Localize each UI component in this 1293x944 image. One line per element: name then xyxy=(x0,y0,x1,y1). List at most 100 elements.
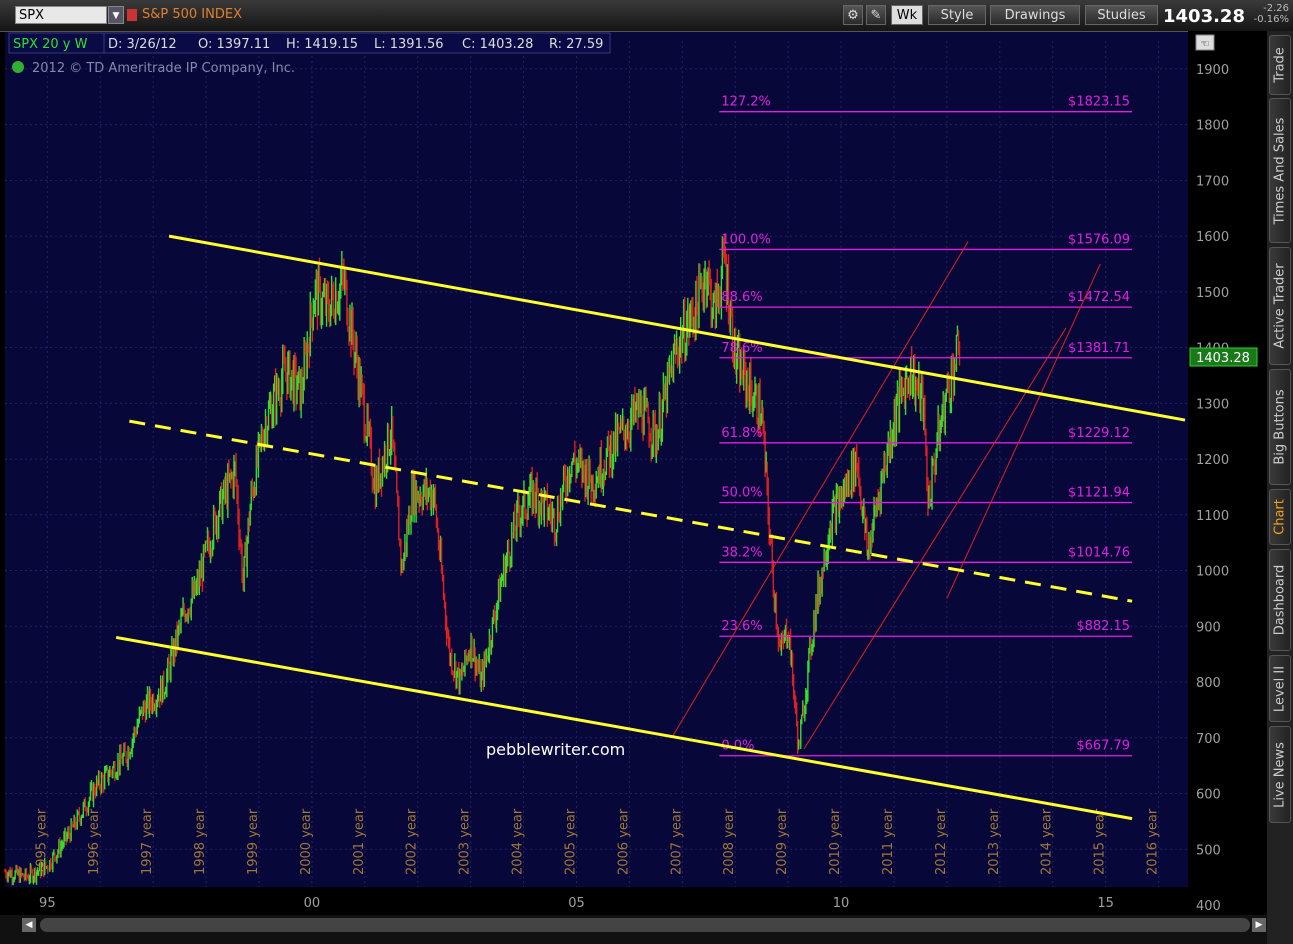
scroll-right-icon[interactable]: ▶ xyxy=(1252,918,1266,932)
sidebar-tab-times-and-sales[interactable]: Times And Sales xyxy=(1269,98,1291,243)
sidebar-tab-label: Trade xyxy=(1272,47,1288,83)
year-label: 2006 year xyxy=(616,808,631,875)
year-label: 2002 year xyxy=(405,808,420,875)
year-label: 2012 year xyxy=(934,808,949,875)
fib-value: $1472.54 xyxy=(1068,290,1130,305)
close-value: C: 1403.28 xyxy=(462,37,533,52)
red-channel-line xyxy=(803,327,1067,750)
price-tick: 600 xyxy=(1196,788,1221,803)
drawings-label: Drawings xyxy=(1004,8,1066,23)
year-label: 2009 year xyxy=(775,808,790,875)
timeframe-button[interactable]: Wk xyxy=(891,5,923,25)
range-value: R: 27.59 xyxy=(549,37,603,52)
price-tick: 1900 xyxy=(1196,63,1229,78)
time-axis: 95 00 05 10 15 xyxy=(0,887,1188,915)
year-label: 2011 year xyxy=(881,808,896,875)
sidebar-tab-label: Level II xyxy=(1272,665,1288,712)
channel-line xyxy=(129,419,1133,603)
sidebar-tab-label: Dashboard xyxy=(1272,564,1288,636)
time-tick: 00 xyxy=(304,896,321,911)
chart-area[interactable] xyxy=(5,31,1190,915)
chart-title: SPX 20 y W xyxy=(13,37,88,52)
year-label: 2016 year xyxy=(1146,808,1161,875)
studies-label: Studies xyxy=(1097,8,1146,23)
fib-value: $1381.71 xyxy=(1068,341,1130,356)
fib-percent: 100.0% xyxy=(721,232,771,247)
fib-value: $1121.94 xyxy=(1068,486,1130,501)
price-tick: 1200 xyxy=(1196,453,1229,468)
info-icon[interactable] xyxy=(12,61,24,73)
pointer-icon: ☜ xyxy=(1201,39,1210,50)
last-price-label: 1403.28 xyxy=(1196,351,1250,366)
price-tick: 1600 xyxy=(1196,230,1229,245)
fib-value: $1576.09 xyxy=(1068,232,1130,247)
open-value: O: 1397.11 xyxy=(198,37,270,52)
style-label: Style xyxy=(940,8,974,23)
copyright: 2012 © TD Ameritrade IP Company, Inc. xyxy=(32,61,295,76)
symbol-dropdown-icon[interactable]: ▼ xyxy=(108,6,124,24)
last-price: 1403.28 xyxy=(1163,6,1245,27)
zoom-control[interactable]: ☜ xyxy=(1195,34,1215,51)
fib-percent: 88.6% xyxy=(721,290,762,305)
trend-lines xyxy=(115,234,1186,821)
sidebar-tab-label: Live News xyxy=(1272,741,1288,808)
year-label: 2010 year xyxy=(828,808,843,875)
price-tick: 1700 xyxy=(1196,174,1229,189)
price-tick: 800 xyxy=(1196,676,1221,691)
header-legend: SPX 20 y W D: 3/26/12 O: 1397.11 H: 1419… xyxy=(8,32,611,76)
red-channel-line xyxy=(946,263,1101,599)
price-tick: 900 xyxy=(1196,620,1221,635)
sidebar-tab-level-ii[interactable]: Level II xyxy=(1269,655,1291,722)
year-label: 2005 year xyxy=(563,808,578,875)
date-value: D: 3/26/12 xyxy=(108,37,177,52)
price-axis-bg xyxy=(1188,31,1267,915)
sidebar-tab-chart[interactable]: Chart xyxy=(1269,489,1291,545)
wrench-icon[interactable]: ✎ xyxy=(866,5,886,25)
sidebar-tab-trade[interactable]: Trade xyxy=(1269,35,1291,95)
channel-line xyxy=(115,635,1133,821)
channel-line xyxy=(168,234,1186,422)
time-tick: 10 xyxy=(833,896,850,911)
fib-value: $667.79 xyxy=(1076,739,1130,754)
red-channel-line xyxy=(671,241,969,739)
year-label: 1995 year xyxy=(34,808,49,875)
fib-percent: 38.2% xyxy=(721,545,762,560)
flag-icon xyxy=(127,9,137,21)
year-label: 1996 year xyxy=(87,808,102,875)
sidebar-tab-label: Chart xyxy=(1272,499,1288,535)
symbol-input[interactable]: SPX xyxy=(15,6,107,24)
fib-percent: 50.0% xyxy=(721,486,762,501)
fibonacci-levels: 127.2% $1823.15 100.0% $1576.09 88.6% $1472.5… xyxy=(719,95,1133,757)
sidebar-tab-active-trader[interactable]: Active Trader xyxy=(1269,247,1291,365)
scroll-left-icon[interactable]: ◀ xyxy=(22,918,36,932)
price-tick: 500 xyxy=(1196,843,1221,858)
year-label: 2003 year xyxy=(458,808,473,875)
year-label: 2007 year xyxy=(669,808,684,875)
year-label: 1999 year xyxy=(246,808,261,875)
price-change: -2.26 -0.16% xyxy=(1245,3,1289,25)
sidebar-tab-live-news[interactable]: Live News xyxy=(1269,726,1291,823)
time-tick: 95 xyxy=(39,896,56,911)
time-tick: 05 xyxy=(568,896,585,911)
drawings-button[interactable]: Drawings xyxy=(990,5,1080,25)
year-label: 2000 year xyxy=(299,808,314,875)
symbol-name: S&P 500 INDEX xyxy=(142,7,242,22)
sidebar-tab-label: Active Trader xyxy=(1272,263,1288,349)
sidebar-tab-big-buttons[interactable]: Big Buttons xyxy=(1269,369,1291,485)
year-label: 2015 year xyxy=(1093,808,1108,875)
sidebar-tab-label: Times And Sales xyxy=(1272,117,1288,224)
studies-button[interactable]: Studies xyxy=(1085,5,1158,25)
sidebar-tab-dashboard[interactable]: Dashboard xyxy=(1269,549,1291,651)
style-button[interactable]: Style xyxy=(928,5,986,25)
change-value: -2.26 xyxy=(1263,3,1289,14)
toolbar: SPX ▼ S&P 500 INDEX ⚙ ✎ Wk Style Drawing… xyxy=(0,0,1293,32)
time-tick: 15 xyxy=(1097,896,1114,911)
year-label: 2001 year xyxy=(352,808,367,875)
year-label: 2008 year xyxy=(722,808,737,875)
price-axis: 4005006007008009001000110012001300140015… xyxy=(1188,31,1267,915)
scroll-track[interactable] xyxy=(40,918,1250,932)
price-tick: 1000 xyxy=(1196,565,1229,580)
price-tick: 1800 xyxy=(1196,119,1229,134)
price-bars xyxy=(4,234,961,886)
chart-settings-icon[interactable]: ⚙ xyxy=(843,5,863,25)
